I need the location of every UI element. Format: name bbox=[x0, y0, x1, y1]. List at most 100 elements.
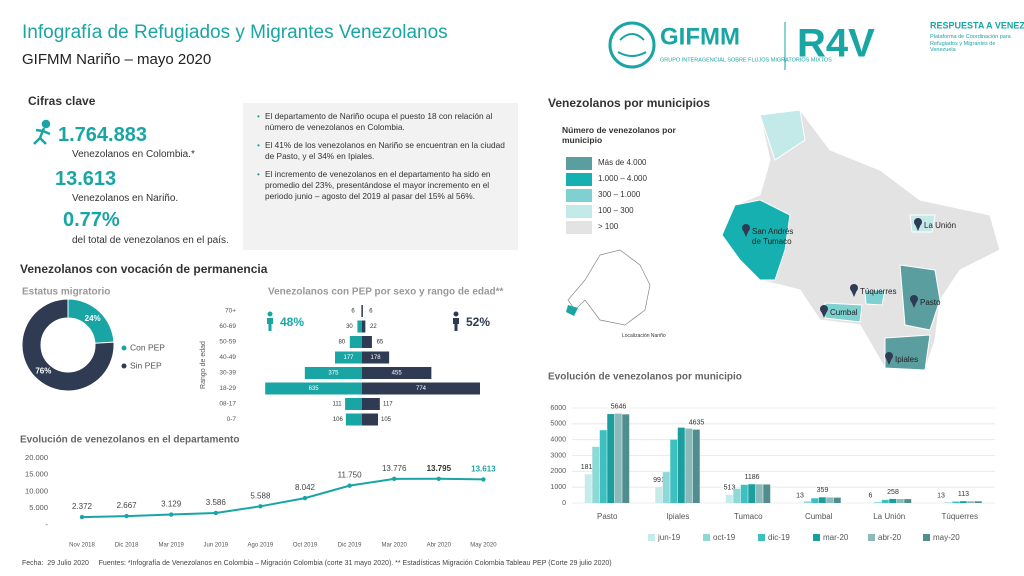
value-label: 6 bbox=[369, 309, 373, 315]
bar bbox=[614, 413, 622, 503]
nariño-inset bbox=[566, 305, 578, 316]
value-label: 1186 bbox=[744, 474, 759, 481]
value-label: 3.129 bbox=[161, 500, 182, 509]
legend-swatch bbox=[758, 534, 765, 541]
r4v-title: RESPUESTA A VENEZOLANOS bbox=[930, 20, 1024, 30]
x-tick-label: Dic 2018 bbox=[115, 543, 139, 549]
place-label: San Andrés de Tumaco bbox=[752, 227, 793, 246]
series-share: 48% bbox=[280, 315, 304, 329]
municipality bbox=[759, 109, 806, 161]
place-label: Cumbal bbox=[830, 308, 858, 317]
place-label: La Unión bbox=[924, 221, 956, 230]
legend-label: 100 – 300 bbox=[598, 206, 634, 215]
legend-swatch bbox=[566, 173, 592, 186]
value-label: 106 bbox=[333, 417, 344, 423]
value-label: 3.586 bbox=[206, 498, 227, 507]
legend-swatch bbox=[648, 534, 655, 541]
bar bbox=[748, 484, 756, 503]
value-label: 30 bbox=[346, 324, 353, 330]
y-tick-label: 40-49 bbox=[219, 354, 236, 361]
point bbox=[169, 512, 174, 517]
y-tick-label: - bbox=[46, 520, 49, 529]
x-tick-label: Túquerres bbox=[942, 512, 978, 521]
value-label: 8.042 bbox=[295, 483, 316, 492]
bar bbox=[944, 502, 952, 503]
bar bbox=[362, 336, 372, 348]
pin-tip bbox=[911, 301, 917, 308]
point bbox=[392, 476, 397, 482]
bar bbox=[733, 488, 741, 503]
value-label: 13.795 bbox=[427, 464, 452, 473]
map bbox=[557, 109, 1001, 371]
bar bbox=[818, 497, 826, 503]
key-value: 13.613 bbox=[55, 168, 117, 190]
legend-label: 1.000 – 4.000 bbox=[598, 174, 647, 183]
colombia-inset bbox=[567, 249, 651, 326]
bar bbox=[670, 439, 678, 503]
tumaco bbox=[721, 199, 791, 281]
line bbox=[81, 477, 484, 519]
note: El incremento de venezolanos en el depar… bbox=[257, 169, 508, 202]
legend-label: oct-19 bbox=[713, 533, 736, 542]
bar bbox=[345, 413, 362, 426]
chart-title: Evolución de venezolanos por municipio bbox=[548, 372, 742, 383]
legend-label: > 100 bbox=[598, 222, 619, 231]
value-label: 2.372 bbox=[72, 502, 93, 511]
legend-dot bbox=[121, 363, 127, 369]
pasto bbox=[899, 264, 941, 331]
bar bbox=[692, 429, 700, 503]
bar bbox=[874, 502, 882, 503]
bar bbox=[362, 382, 480, 395]
person-head bbox=[267, 311, 273, 317]
y-tick-label: 30-39 bbox=[219, 370, 236, 377]
pin-tip bbox=[915, 224, 921, 231]
value-label: 6 bbox=[351, 309, 355, 315]
legend-swatch bbox=[566, 189, 592, 202]
value-label: 5.588 bbox=[250, 491, 271, 500]
person-body bbox=[267, 318, 273, 331]
ipiales bbox=[884, 334, 931, 371]
tuquerres bbox=[864, 289, 886, 306]
value-label: 111 bbox=[333, 402, 343, 408]
x-tick-label: Dic 2019 bbox=[338, 543, 362, 549]
series-share: 52% bbox=[466, 315, 490, 329]
value-label: 80 bbox=[338, 340, 345, 346]
legend-label: 300 – 1.000 bbox=[598, 190, 641, 199]
bar bbox=[362, 398, 380, 410]
value-label: 4635 bbox=[689, 419, 705, 426]
bar bbox=[803, 501, 811, 503]
legend-label: may-20 bbox=[933, 533, 960, 542]
bar bbox=[265, 382, 362, 395]
section-title: Venezolanos por municipios bbox=[548, 96, 711, 110]
value-label: 455 bbox=[392, 371, 403, 377]
bar bbox=[361, 305, 362, 317]
bar bbox=[335, 351, 362, 364]
y-tick-label: 0-7 bbox=[227, 416, 237, 423]
y-tick-label: 08-17 bbox=[219, 401, 236, 408]
value-label: 105 bbox=[381, 417, 392, 423]
y-tick-label: 6000 bbox=[550, 405, 566, 412]
bar bbox=[607, 414, 615, 503]
key-label: Venezolanos en Nariño. bbox=[72, 193, 179, 204]
value-label: 6 bbox=[869, 493, 873, 500]
y-tick-label: 18-29 bbox=[219, 385, 236, 392]
axis-title: Rango de edad bbox=[200, 341, 207, 389]
bar bbox=[763, 484, 771, 503]
donut-slice bbox=[21, 298, 115, 392]
legend-label: dic-19 bbox=[768, 533, 790, 542]
value-label: 258 bbox=[887, 489, 899, 496]
bar bbox=[811, 498, 819, 503]
value-label: 65 bbox=[377, 340, 384, 346]
title: Infografía de Refugiados y Migrantes Ven… bbox=[22, 22, 448, 43]
x-tick-label: Abr 2020 bbox=[427, 543, 452, 549]
section-title: Venezolanos con vocación de permanencia bbox=[20, 262, 268, 276]
y-tick-label: 15.000 bbox=[25, 470, 48, 479]
point bbox=[302, 495, 308, 501]
value-label: 113 bbox=[958, 491, 969, 498]
value-label: 13.613 bbox=[471, 465, 496, 474]
legend-label: jun-19 bbox=[657, 533, 681, 542]
footer: Fecha: 29 Julio 2020 Fuentes: *Infografí… bbox=[22, 560, 612, 567]
value-label: 2.667 bbox=[117, 501, 138, 510]
x-tick-label: Jun 2019 bbox=[203, 543, 228, 549]
